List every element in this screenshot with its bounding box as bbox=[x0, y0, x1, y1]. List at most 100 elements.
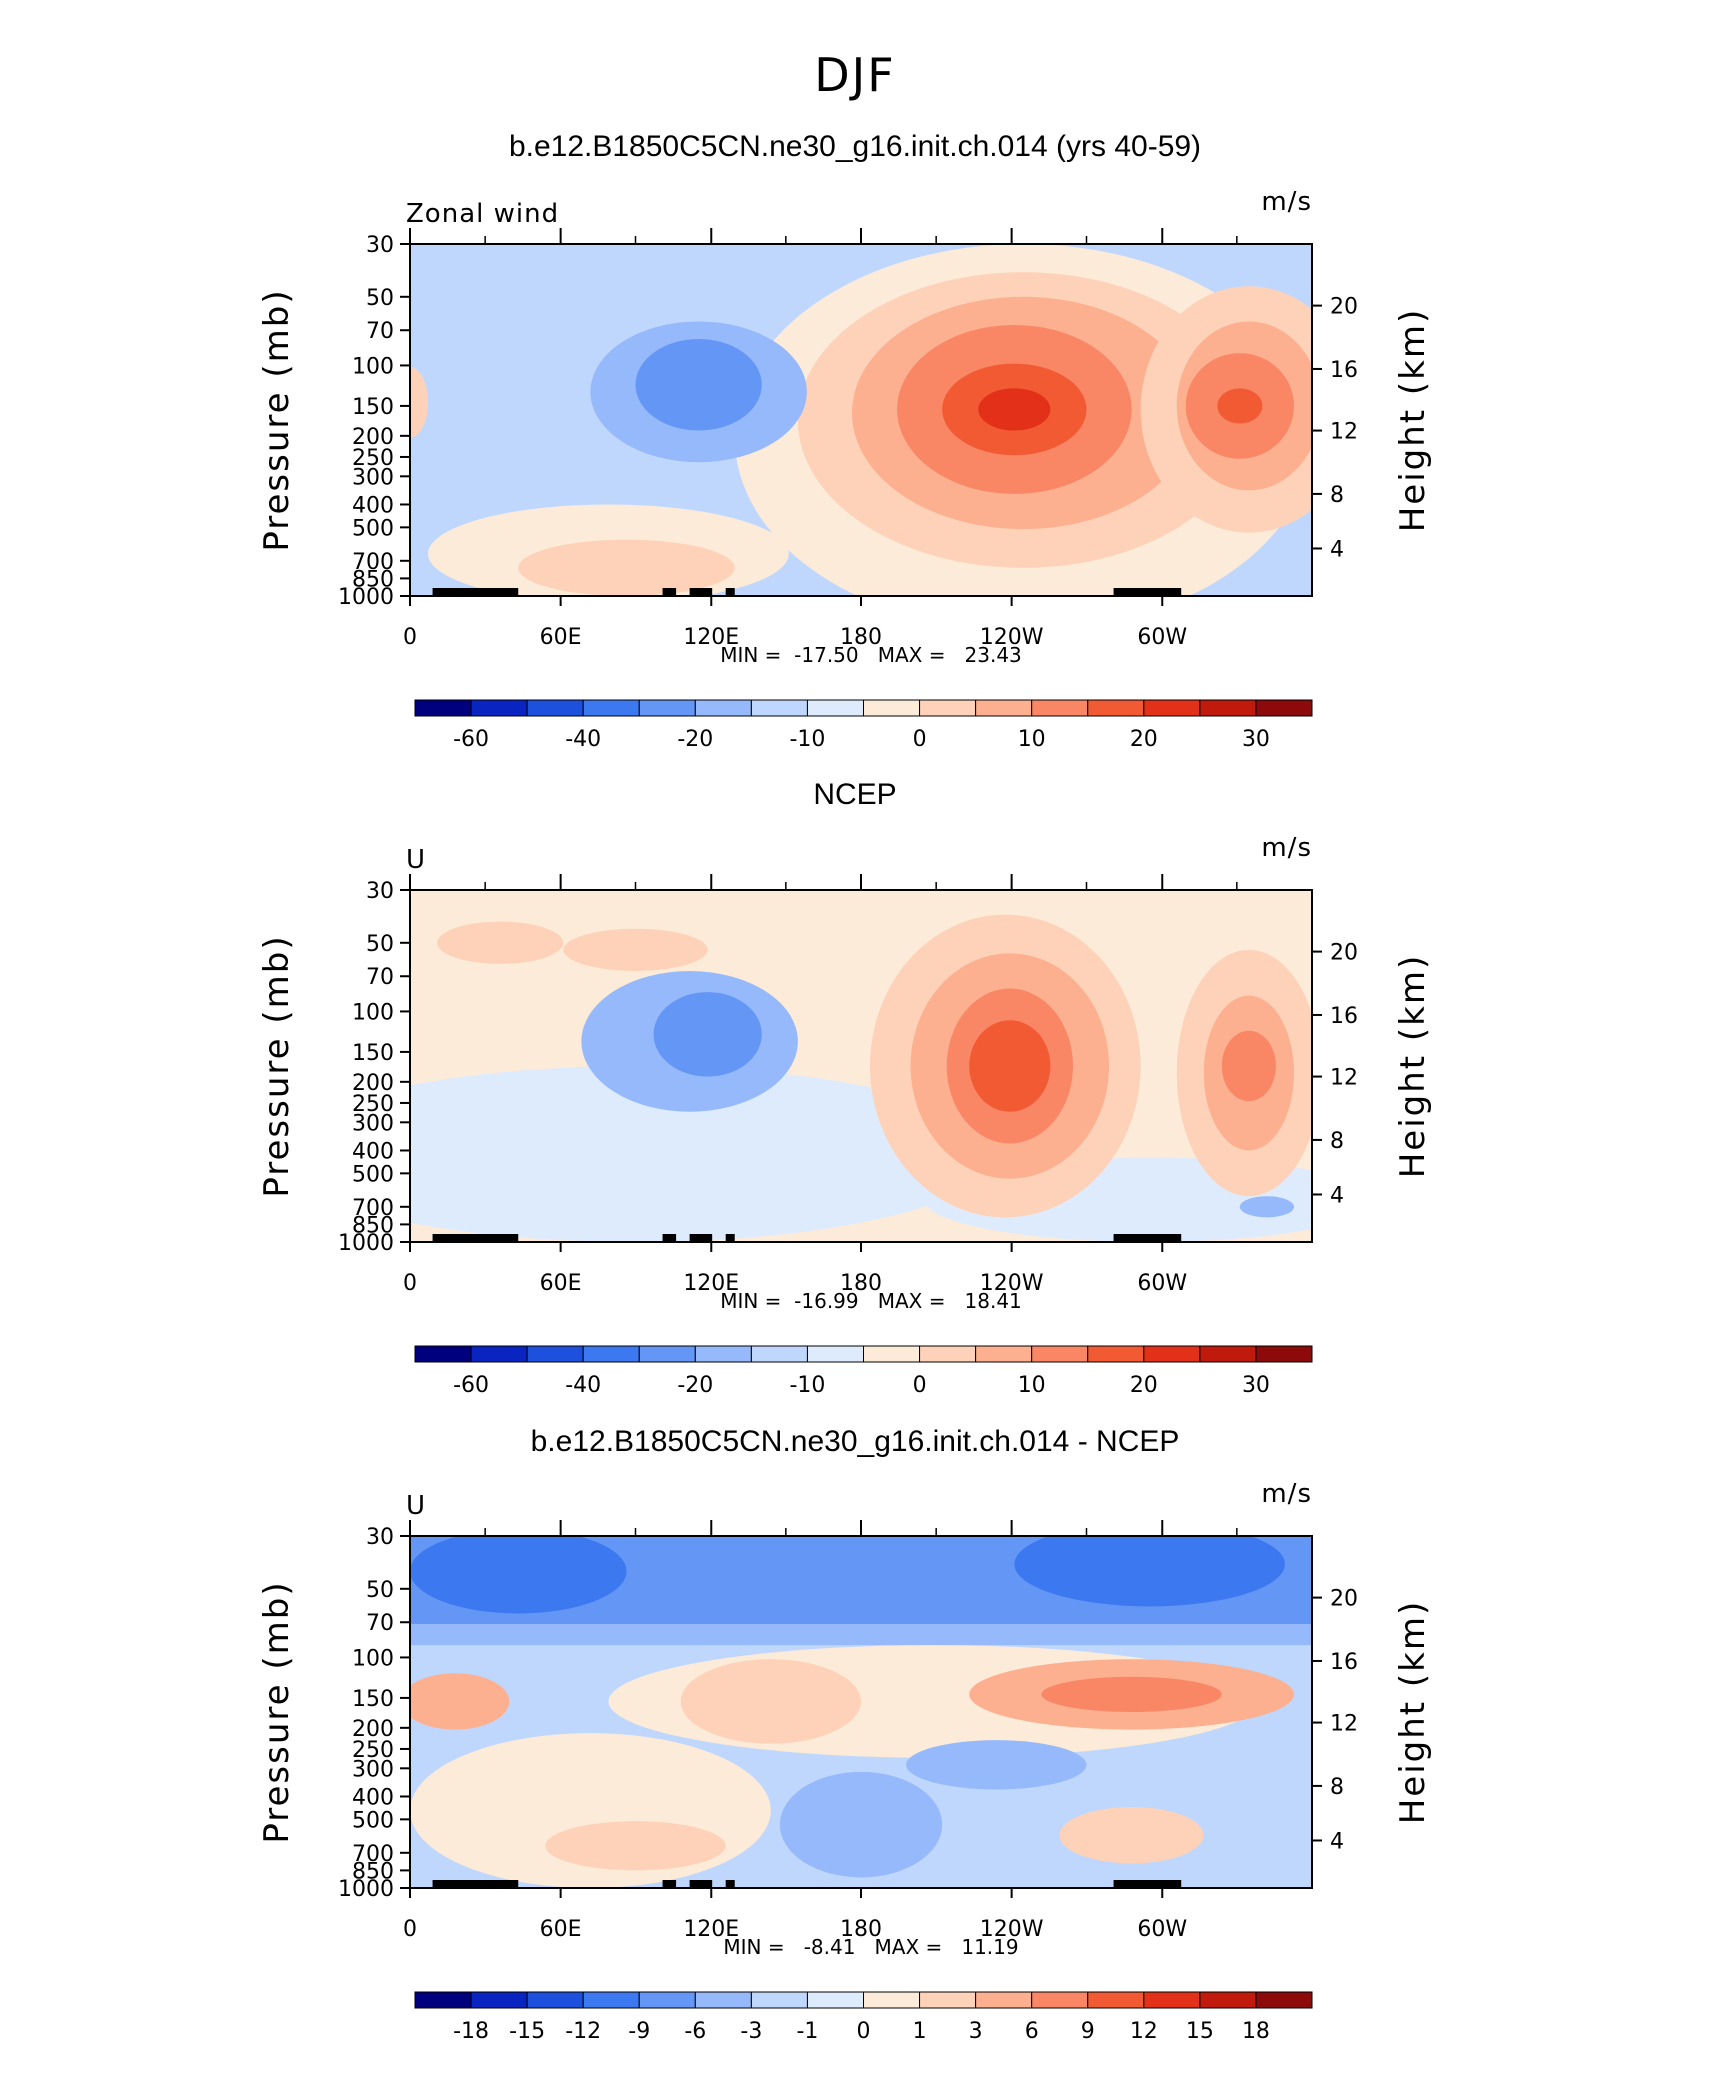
y2-tick-label: 8 bbox=[1330, 1775, 1344, 1800]
panel-title-diff: b.e12.B1850C5CN.ne30_g16.init.ch.014 - N… bbox=[530, 1425, 1180, 1458]
colorbar-label: 1 bbox=[913, 2019, 927, 2044]
colorbar-swatch bbox=[1143, 1991, 1201, 2009]
region-easterly-core bbox=[653, 992, 762, 1077]
plot-obs: 3050701001502002503004005007008501000201… bbox=[257, 833, 1433, 1398]
contour-field-diff bbox=[410, 1536, 1312, 1888]
land-mask bbox=[662, 1234, 677, 1242]
colorbar-swatch bbox=[1087, 1345, 1145, 1363]
colorbar-swatch bbox=[806, 1991, 864, 2009]
region-strat-edge bbox=[410, 1624, 1312, 1646]
y2-tick-label: 20 bbox=[1330, 941, 1358, 966]
y-tick-label: 850 bbox=[352, 567, 394, 592]
y-tick-label: 30 bbox=[366, 879, 394, 904]
x-tick-label: 120E bbox=[683, 1271, 739, 1296]
land-mask bbox=[482, 588, 519, 596]
region-lowlevel-east bbox=[1239, 1196, 1294, 1218]
y2-tick-label: 12 bbox=[1330, 420, 1358, 445]
y-tick-label: 250 bbox=[352, 1092, 394, 1117]
land-mask bbox=[662, 588, 677, 596]
y2-tick-label: 8 bbox=[1330, 1129, 1344, 1154]
y2-tick-label: 4 bbox=[1330, 537, 1344, 562]
x-tick-label: 180 bbox=[840, 1271, 882, 1296]
colorbar-swatch bbox=[526, 1991, 584, 2009]
y-tick-label: 1000 bbox=[338, 585, 394, 610]
x-tick-label: 180 bbox=[840, 625, 882, 650]
colorbar-label: 10 bbox=[1018, 727, 1046, 752]
colorbar-label: 15 bbox=[1186, 2019, 1214, 2044]
y-tick-label: 70 bbox=[366, 319, 394, 344]
colorbar-label: -40 bbox=[565, 1373, 601, 1398]
region-jet-band-core bbox=[1041, 1676, 1222, 1712]
colorbar-label: 20 bbox=[1130, 727, 1158, 752]
y-tick-label: 400 bbox=[352, 1785, 394, 1810]
colorbar-swatch bbox=[1255, 1991, 1313, 2009]
y2-axis-label: Height (km) bbox=[1393, 1600, 1433, 1825]
colorbar-swatch bbox=[582, 1345, 640, 1363]
colorbar-swatch bbox=[526, 1345, 584, 1363]
y-tick-label: 400 bbox=[352, 493, 394, 518]
colorbar-swatch bbox=[1143, 699, 1201, 717]
colorbar-swatch bbox=[1031, 1991, 1089, 2009]
panel-title-obs: NCEP bbox=[813, 778, 897, 811]
region-westedge bbox=[410, 367, 429, 438]
y-tick-label: 100 bbox=[352, 354, 394, 379]
region-jet-core bbox=[969, 1020, 1051, 1112]
colorbar-swatch bbox=[1031, 699, 1089, 717]
region-jet-atl-core bbox=[1217, 388, 1263, 424]
land-mask bbox=[725, 1234, 735, 1242]
y-tick-label: 700 bbox=[352, 550, 394, 575]
colorbar-label: -10 bbox=[789, 1373, 825, 1398]
region-lowlevel-core bbox=[518, 539, 735, 596]
colorbar-label: -20 bbox=[677, 727, 713, 752]
region-strat-1 bbox=[437, 921, 564, 964]
land-mask bbox=[432, 588, 496, 596]
colorbar-label: 30 bbox=[1242, 727, 1270, 752]
colorbar-swatch bbox=[582, 1991, 640, 2009]
x-tick-label: 0 bbox=[403, 625, 417, 650]
y2-tick-label: 4 bbox=[1330, 1183, 1344, 1208]
colorbar-swatch bbox=[1031, 1345, 1089, 1363]
colorbar-swatch bbox=[638, 699, 696, 717]
region-westedge bbox=[410, 1673, 510, 1730]
y-tick-label: 70 bbox=[366, 965, 394, 990]
y-tick-label: 50 bbox=[366, 286, 394, 311]
y-tick-label: 200 bbox=[352, 425, 394, 450]
x-tick-label: 120E bbox=[683, 1917, 739, 1942]
colorbar-label: -12 bbox=[565, 2019, 601, 2044]
variable-label: U bbox=[406, 845, 426, 875]
colorbar-swatch bbox=[1255, 1345, 1313, 1363]
colorbar-swatch bbox=[414, 1345, 472, 1363]
colorbar-label: -20 bbox=[677, 1373, 713, 1398]
colorbar-obs: -60 -40 -20 -10 0 10 20 30 bbox=[414, 1345, 1313, 1398]
y2-axis-label: Height (km) bbox=[1393, 954, 1433, 1179]
y-tick-label: 200 bbox=[352, 1717, 394, 1742]
y-tick-label: 300 bbox=[352, 1111, 394, 1136]
y-tick-label: 150 bbox=[352, 1041, 394, 1066]
colorbar-swatch bbox=[1199, 1345, 1257, 1363]
y-tick-label: 150 bbox=[352, 395, 394, 420]
colorbar-swatch bbox=[1199, 699, 1257, 717]
y2-tick-label: 8 bbox=[1330, 483, 1344, 508]
x-tick-label: 60E bbox=[540, 1917, 582, 1942]
colorbar-label: 0 bbox=[913, 1373, 927, 1398]
colorbar-label: 9 bbox=[1081, 2019, 1095, 2044]
colorbar-swatch bbox=[919, 699, 977, 717]
contour-field-obs bbox=[410, 890, 1312, 1242]
colorbar-label: 0 bbox=[913, 727, 927, 752]
colorbar-swatch bbox=[806, 699, 864, 717]
land-mask bbox=[432, 1234, 496, 1242]
x-tick-label: 120W bbox=[980, 1271, 1044, 1296]
x-tick-label: 180 bbox=[840, 1917, 882, 1942]
y-tick-label: 700 bbox=[352, 1842, 394, 1867]
y-tick-label: 100 bbox=[352, 1000, 394, 1025]
y-axis-label: Pressure (mb) bbox=[257, 288, 297, 551]
colorbar-swatch bbox=[975, 1345, 1033, 1363]
colorbar-swatch bbox=[919, 1991, 977, 2009]
colorbar-swatch bbox=[526, 699, 584, 717]
colorbar-swatch bbox=[975, 699, 1033, 717]
colorbar-label: -60 bbox=[453, 727, 489, 752]
x-tick-label: 60W bbox=[1137, 1271, 1187, 1296]
colorbar-swatch bbox=[694, 699, 752, 717]
colorbar-label: 3 bbox=[969, 2019, 983, 2044]
